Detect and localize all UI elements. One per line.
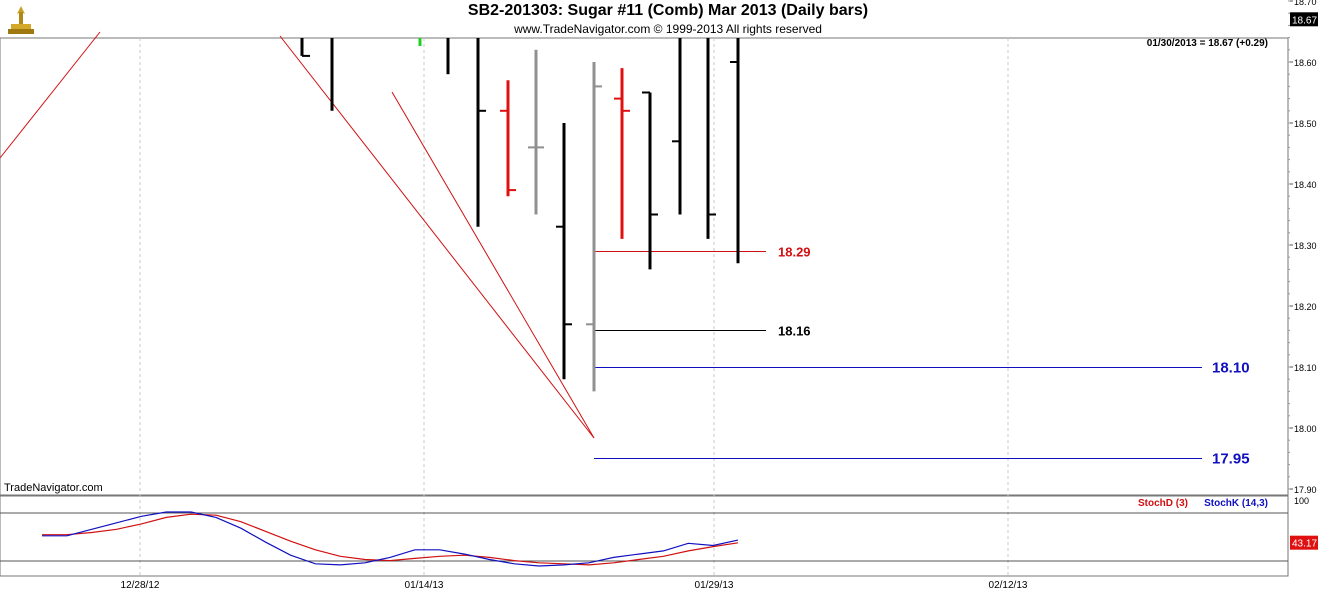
trendline-up (0, 31, 101, 159)
ohlc-bar (476, 38, 486, 227)
x-tick-label: 12/28/12 (121, 580, 160, 591)
trendline-layer (0, 31, 595, 439)
y-tick-label: 17.90 (1294, 485, 1317, 495)
stoch-last-label: 43.17 (1292, 539, 1317, 550)
y-tick-label: 18.20 (1294, 302, 1317, 312)
last-quote-text: 01/30/2013 = 18.67 (+0.29) (1147, 38, 1268, 49)
price-level-layer: 19.3119.2819.1619.1419.0719.0618.9418.94… (594, 245, 1250, 468)
last-price-label: 18.67 (1292, 15, 1317, 26)
trendline-down-outer (279, 35, 595, 439)
price-level-label: 18.29 (778, 245, 811, 260)
ohlc-bar (500, 80, 516, 197)
ohlc-bar (300, 38, 310, 57)
price-level-label: 18.16 (778, 324, 811, 339)
price-level-label: 18.10 (1212, 360, 1250, 377)
y-tick-label: 18.60 (1294, 58, 1317, 68)
chart-title: SB2-201303: Sugar #11 (Comb) Mar 2013 (D… (467, 2, 869, 19)
trade-navigator-logo-icon (6, 4, 36, 36)
x-tick-label: 01/29/13 (695, 580, 734, 591)
stoch-y-label: 100 (1294, 496, 1309, 506)
watermark-text: TradeNavigator.com (4, 482, 103, 494)
legend-stochk: StochK (14,3) (1204, 498, 1268, 509)
y-tick-label: 18.50 (1294, 119, 1317, 129)
ohlc-bar (528, 49, 544, 215)
ohlc-bar (672, 38, 682, 215)
ohlc-bar (730, 38, 740, 264)
ohlc-bar (614, 68, 630, 239)
x-tick-label: 01/14/13 (405, 580, 444, 591)
stoch-series-line (42, 511, 739, 567)
ohlc-bar (586, 62, 602, 392)
trendline-down-inner (391, 91, 595, 439)
stoch-series-line (42, 513, 739, 566)
last-price-marker (1290, 12, 1318, 27)
price-panel-frame (0, 37, 1289, 496)
y-tick-label: 18.70 (1294, 0, 1317, 7)
ohlc-bar (642, 91, 658, 270)
y-tick-label: 18.40 (1294, 180, 1317, 190)
stoch-panel-frame (0, 495, 1289, 577)
ohlc-bar (706, 38, 716, 239)
price-level-label: 17.95 (1212, 451, 1250, 468)
y-tick-label: 18.00 (1294, 424, 1317, 434)
stochastic-layer: 100 43.17 (0, 496, 1318, 567)
y-tick-label: 18.10 (1294, 363, 1317, 373)
grid-layer (0, 37, 1289, 577)
x-tick-label: 02/12/13 (989, 580, 1028, 591)
y-tick-label: 18.30 (1294, 241, 1317, 251)
legend-stochd: StochD (3) (1138, 498, 1188, 509)
stoch-last-marker (1290, 535, 1318, 550)
ohlc-bar (556, 123, 572, 380)
copyright-text: www.TradeNavigator.com © 1999-2013 All r… (514, 22, 822, 36)
ohlc-bar-layer (300, 38, 740, 392)
axis-layer: 12/28/12 01/14/13 01/29/13 02/12/13 17.90 18.… (121, 0, 1318, 591)
